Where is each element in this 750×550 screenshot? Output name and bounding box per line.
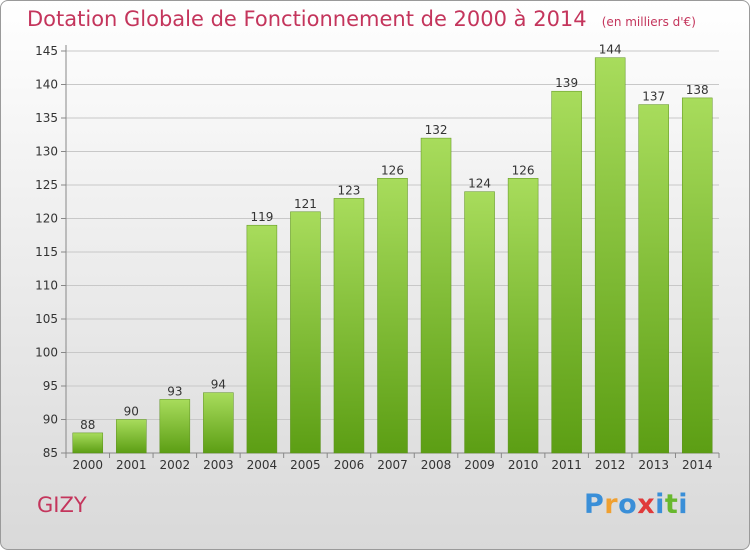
x-tick-label: 2011: [551, 458, 582, 472]
value-label-2010: 126: [512, 163, 535, 177]
x-tick-label: 2005: [290, 458, 321, 472]
x-tick-label: 2008: [421, 458, 452, 472]
value-label-2005: 121: [294, 197, 317, 211]
label-layer: 2000 88 2001 90 2002 93 2003 94 2004 119 2005 121 20…: [72, 43, 712, 472]
unit-note: (en milliers d'€): [601, 15, 696, 29]
x-tick-label: 2000: [72, 458, 103, 472]
x-tick-label: 2003: [203, 458, 234, 472]
value-label-2004: 119: [250, 210, 273, 224]
chart-title: Dotation Globale de Fonctionnement de 20…: [27, 7, 696, 31]
bar-2012: [594, 57, 626, 454]
bar-2008: [420, 137, 452, 454]
bar-layer: [72, 57, 713, 454]
x-tick-label: 2013: [638, 458, 669, 472]
commune-name: GIZY: [37, 493, 87, 517]
value-label-2008: 132: [425, 123, 448, 137]
value-label-2007: 126: [381, 163, 404, 177]
y-tick-label: 85: [43, 446, 58, 460]
value-label-2000: 88: [80, 418, 95, 432]
bar-2003: [203, 392, 234, 454]
logo-letter: t: [664, 489, 679, 520]
bar-2000: [72, 432, 104, 454]
x-tick-label: 2002: [160, 458, 191, 472]
y-tick-label: 140: [35, 78, 58, 92]
x-tick-label: 2004: [247, 458, 278, 472]
y-tick-label: 135: [35, 111, 58, 125]
value-label-2006: 123: [338, 183, 361, 197]
value-label-2003: 94: [211, 378, 226, 392]
y-tick-label: 105: [35, 312, 58, 326]
logo-letter: x: [637, 489, 656, 520]
bar-2007: [377, 178, 408, 454]
y-tick-label: 95: [43, 379, 58, 393]
value-label-2001: 90: [124, 405, 139, 419]
logo-letter: i: [655, 489, 665, 520]
logo-letter: P: [584, 489, 605, 520]
logo-letter: r: [604, 489, 619, 520]
y-tick-label: 130: [35, 145, 58, 159]
bar-2009: [464, 191, 495, 454]
value-label-2009: 124: [468, 177, 491, 191]
x-tick-label: 2001: [116, 458, 147, 472]
x-tick-label: 2012: [595, 458, 626, 472]
bar-2004: [246, 224, 278, 454]
y-tick-label: 145: [35, 44, 58, 58]
y-tick-label: 100: [35, 346, 58, 360]
bar-2001: [116, 419, 147, 454]
y-tick-label: 90: [43, 413, 58, 427]
y-tick-label: 120: [35, 212, 58, 226]
logo-letter: o: [618, 489, 638, 520]
x-tick-label: 2009: [464, 458, 495, 472]
logo-letter: i: [678, 489, 689, 520]
value-label-2012: 144: [599, 43, 622, 57]
x-tick-label: 2006: [334, 458, 365, 472]
value-label-2014: 138: [686, 83, 709, 97]
y-tick-label: 125: [35, 178, 58, 192]
x-tick-label: 2014: [682, 458, 713, 472]
bar-2006: [333, 198, 365, 454]
x-tick-label: 2010: [508, 458, 539, 472]
y-tick-label: 115: [35, 245, 58, 259]
bar-2011: [551, 90, 582, 454]
value-label-2013: 137: [642, 90, 665, 104]
value-label-2002: 93: [167, 384, 182, 398]
chart-title-text: Dotation Globale de Fonctionnement de 20…: [27, 7, 587, 31]
proxiti-logo: Proxiti: [584, 489, 688, 520]
x-tick-label: 2007: [377, 458, 408, 472]
value-label-2011: 139: [555, 76, 578, 90]
axis-layer: 85 90 95 100 105 110 115 120 125 130 135 140 145: [35, 44, 720, 460]
bar-2010: [507, 178, 539, 454]
bar-2002: [159, 399, 191, 454]
bar-2005: [290, 211, 321, 454]
bar-2014: [681, 97, 713, 454]
bar-2013: [638, 104, 669, 454]
y-tick-label: 110: [35, 279, 58, 293]
